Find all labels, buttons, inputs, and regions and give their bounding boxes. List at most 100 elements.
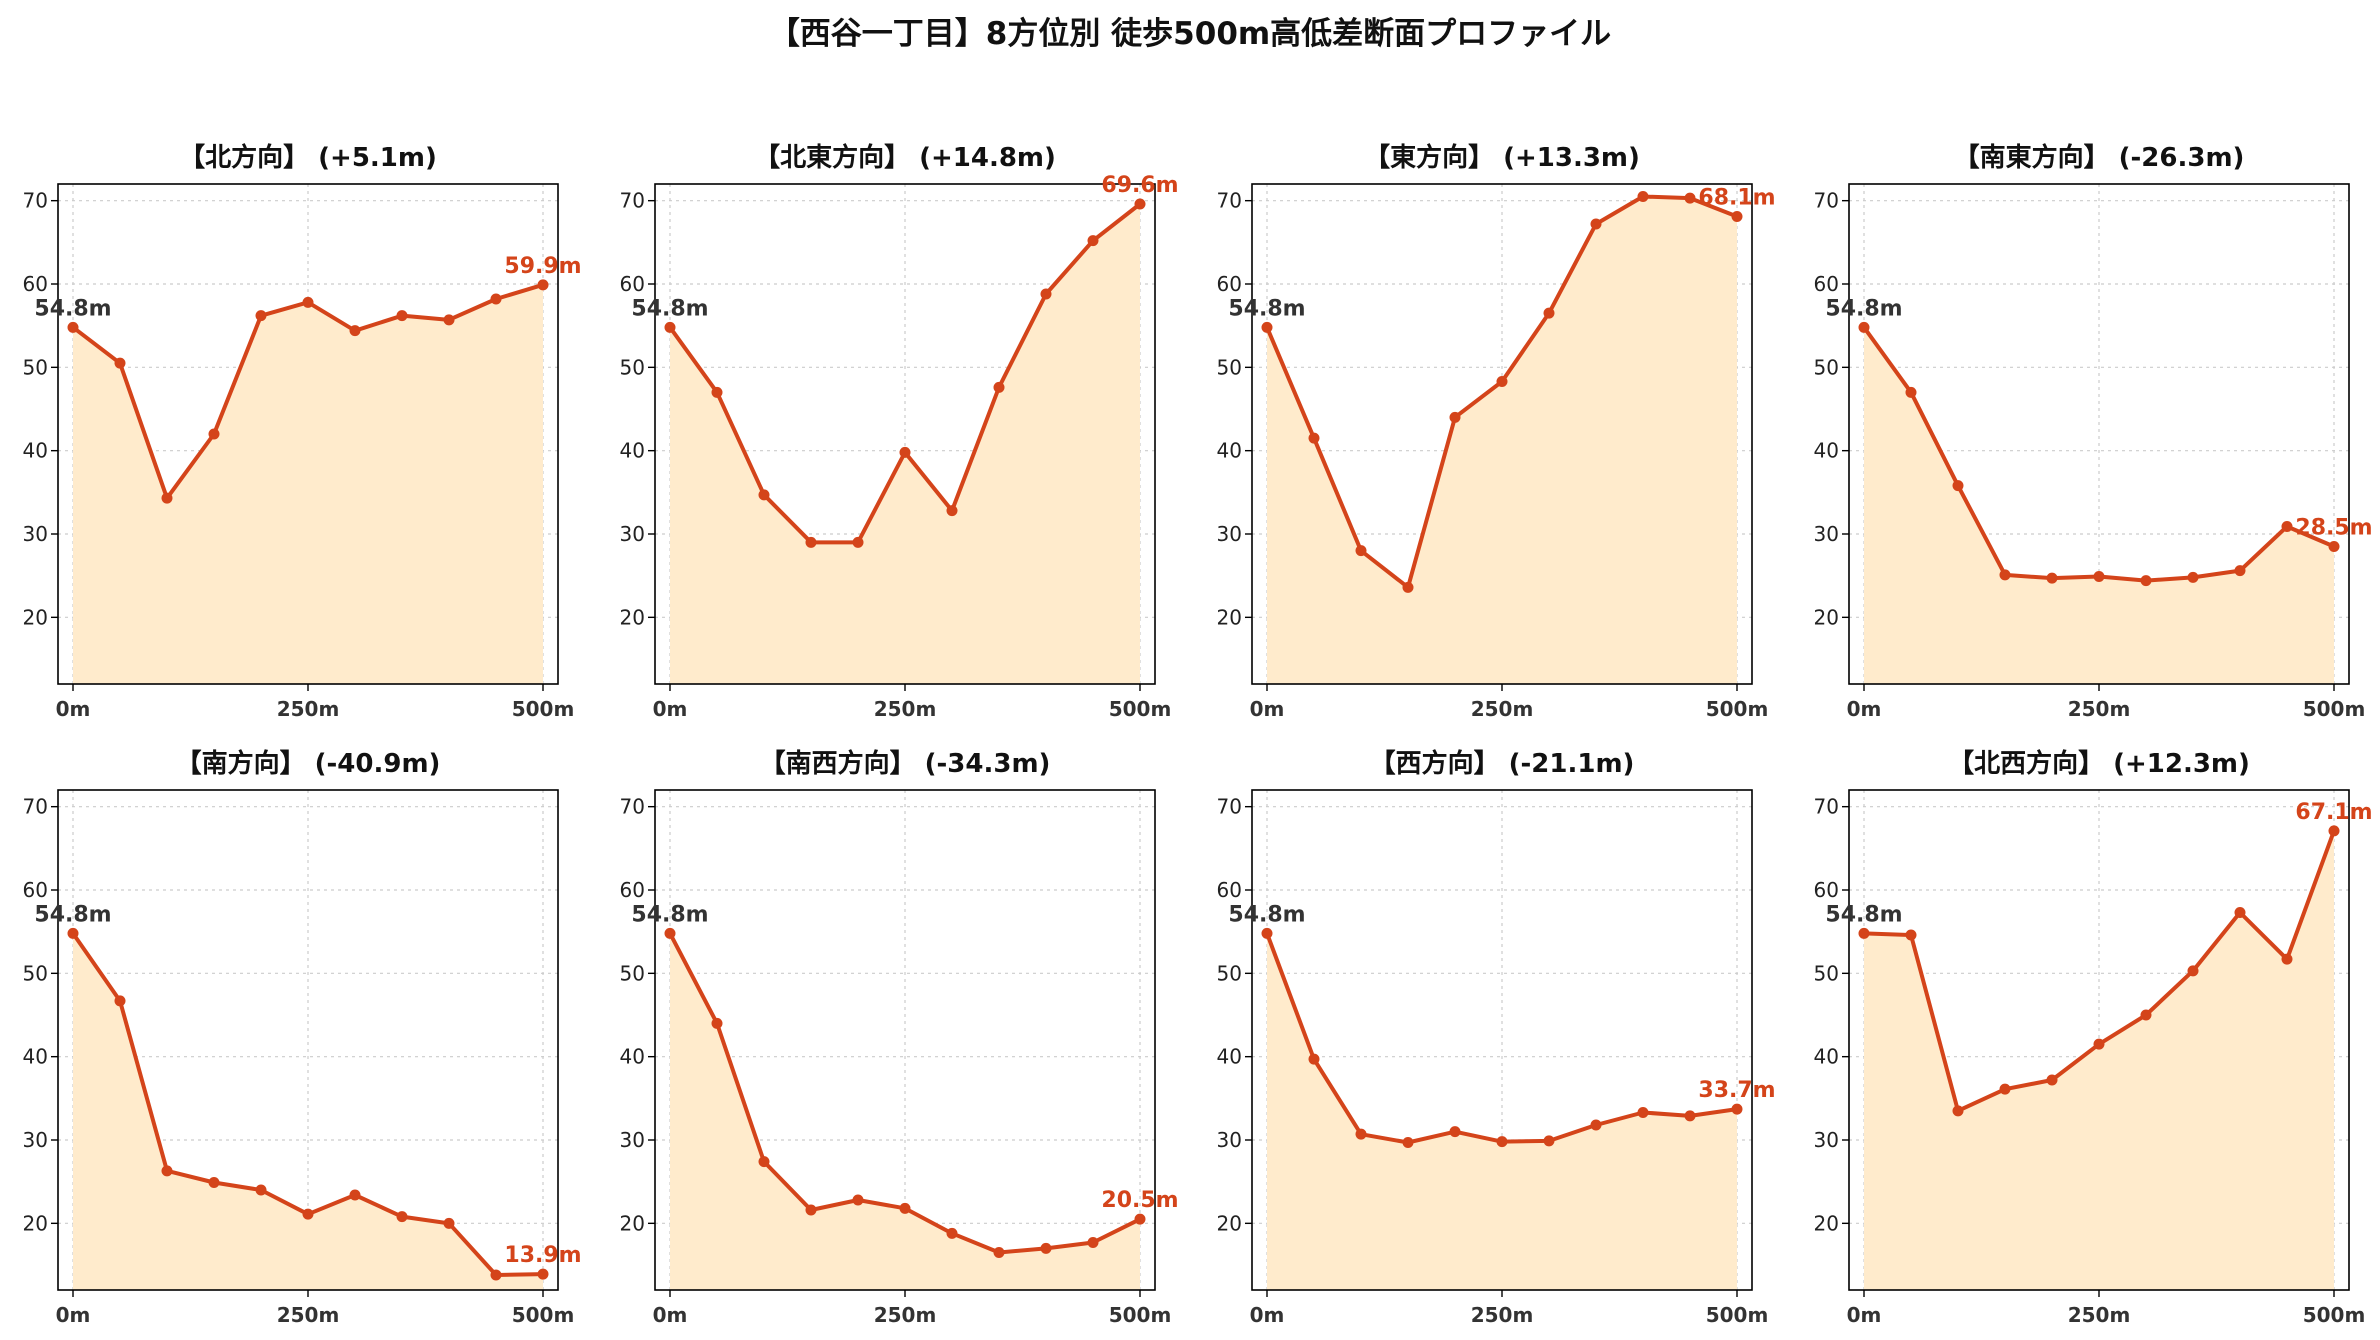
y-tick-label: 30 [23, 1128, 48, 1152]
data-point [1999, 1083, 2011, 1095]
x-tick-label: 500m [1109, 1303, 1172, 1327]
data-point [758, 1156, 770, 1168]
elevation-area [1864, 830, 2334, 1290]
panel-4: 【南方向】 (-40.9m) 20 30 40 50 60 70 0m 250m 500m 54.8… [23, 748, 582, 1327]
data-point [1637, 1107, 1649, 1118]
data-point [537, 1268, 549, 1280]
data-point [711, 386, 723, 398]
y-tick-label: 50 [620, 961, 645, 985]
end-elevation-label: 13.9m [504, 1243, 581, 1268]
data-point [1134, 198, 1146, 210]
data-point [1261, 321, 1273, 333]
y-tick-label: 60 [1814, 878, 1839, 902]
data-point [1355, 545, 1367, 557]
data-point [443, 314, 455, 326]
data-point [1858, 927, 1870, 939]
data-point [2140, 1009, 2152, 1021]
y-tick-label: 20 [1814, 1211, 1839, 1235]
start-elevation-label: 54.8m [34, 296, 111, 321]
y-tick-label: 20 [620, 605, 645, 629]
x-tick-label: 500m [512, 1303, 575, 1327]
data-point [1952, 1105, 1964, 1117]
y-tick-label: 50 [23, 355, 48, 379]
y-tick-label: 70 [1217, 189, 1242, 213]
data-point [711, 1017, 723, 1029]
start-elevation-label: 54.8m [1825, 296, 1902, 321]
panel-title: 【北西方向】 (+12.3m) [1948, 748, 2250, 779]
y-tick-label: 60 [23, 272, 48, 296]
elevation-area [73, 284, 543, 684]
y-tick-label: 70 [620, 189, 645, 213]
y-tick-label: 70 [23, 189, 48, 213]
data-point [302, 296, 314, 308]
panel-title: 【南方向】 (-40.9m) [176, 748, 441, 779]
y-tick-label: 20 [1217, 605, 1242, 629]
data-point [1134, 1213, 1146, 1225]
figure-title: 【西谷一丁目】8方位別 徒歩500m高低差断面プロファイル [769, 16, 1611, 52]
x-tick-label: 250m [277, 1303, 340, 1327]
data-point [396, 1211, 408, 1223]
x-tick-label: 500m [1109, 697, 1172, 721]
data-point [255, 310, 267, 322]
x-tick-label: 0m [653, 1303, 688, 1327]
data-point [2140, 575, 2152, 587]
data-point [1087, 235, 1099, 247]
end-elevation-label: 67.1m [2295, 800, 2372, 825]
y-tick-label: 40 [1814, 1045, 1839, 1069]
x-tick-label: 500m [2303, 1303, 2366, 1327]
y-tick-label: 60 [1814, 272, 1839, 296]
y-tick-label: 60 [1217, 272, 1242, 296]
y-tick-label: 40 [620, 1045, 645, 1069]
data-point [396, 310, 408, 322]
data-point [349, 325, 361, 337]
data-point [1261, 927, 1273, 939]
y-tick-label: 20 [1814, 605, 1839, 629]
data-point [946, 505, 958, 517]
data-point [1543, 1135, 1555, 1147]
x-tick-label: 250m [2068, 697, 2131, 721]
data-point [1087, 1237, 1099, 1248]
data-point [1543, 307, 1555, 319]
panel-title: 【南西方向】 (-34.3m) [760, 748, 1051, 779]
elevation-area [670, 933, 1140, 1290]
y-tick-label: 60 [620, 878, 645, 902]
start-elevation-label: 54.8m [1228, 296, 1305, 321]
data-point [1496, 1136, 1508, 1148]
data-point [805, 1204, 817, 1216]
data-point [2281, 521, 2293, 532]
y-tick-label: 30 [1217, 1128, 1242, 1152]
x-tick-label: 500m [512, 697, 575, 721]
data-point [664, 927, 676, 939]
data-point [443, 1217, 455, 1229]
elevation-area [1267, 196, 1737, 684]
panel-title: 【北東方向】 (+14.8m) [754, 142, 1056, 173]
y-tick-label: 30 [1217, 522, 1242, 546]
y-tick-label: 70 [1814, 189, 1839, 213]
x-tick-label: 0m [56, 697, 91, 721]
panel-1: 【北東方向】 (+14.8m) 20 30 40 50 60 70 0m 250m 500m 54.… [620, 142, 1179, 721]
data-point [852, 536, 864, 548]
y-tick-label: 40 [23, 439, 48, 463]
data-point [2234, 907, 2246, 918]
x-tick-label: 0m [56, 1303, 91, 1327]
y-tick-label: 20 [1217, 1211, 1242, 1235]
data-point [1308, 1053, 1320, 1065]
x-tick-label: 500m [1706, 697, 1769, 721]
panel-6: 【西方向】 (-21.1m) 20 30 40 50 60 70 0m 250m 500m 54.8… [1217, 748, 1776, 1327]
y-tick-label: 50 [620, 355, 645, 379]
panel-title: 【南東方向】 (-26.3m) [1954, 142, 2245, 173]
start-elevation-label: 54.8m [34, 902, 111, 927]
elevation-area [670, 204, 1140, 684]
y-tick-label: 30 [23, 522, 48, 546]
end-elevation-label: 20.5m [1101, 1188, 1178, 1213]
panel-title: 【西方向】 (-21.1m) [1370, 748, 1635, 779]
data-point [1684, 192, 1696, 204]
panel-2: 【東方向】 (+13.3m) 20 30 40 50 60 70 0m 250m 500m 54.8… [1217, 142, 1776, 721]
y-tick-label: 30 [1814, 522, 1839, 546]
data-point [1402, 581, 1414, 593]
x-tick-label: 500m [2303, 697, 2366, 721]
y-tick-label: 40 [620, 439, 645, 463]
panel-title: 【東方向】 (+13.3m) [1364, 142, 1640, 173]
data-point [1449, 411, 1461, 423]
